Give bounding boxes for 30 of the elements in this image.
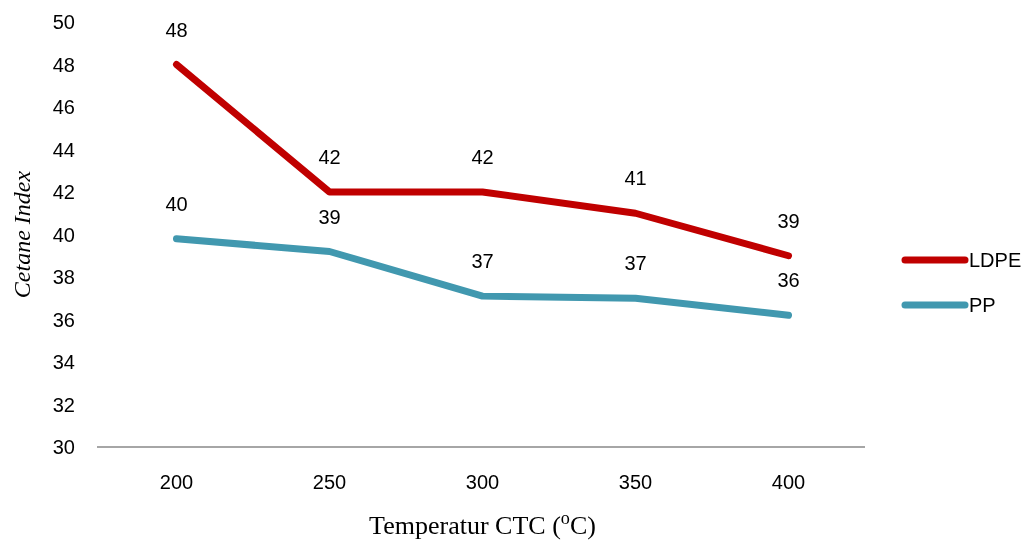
- y-axis-title: Cetane Index: [9, 170, 35, 299]
- data-label: 37: [624, 252, 647, 275]
- y-tick-label: 50: [52, 11, 75, 33]
- y-tick-label: 32: [52, 393, 75, 416]
- legend-label: PP: [969, 294, 996, 316]
- data-label: 42: [318, 146, 341, 168]
- data-label: 39: [318, 205, 341, 228]
- x-tick-label: 400: [771, 471, 806, 493]
- data-label: 40: [165, 192, 188, 215]
- data-label: 42: [471, 146, 494, 168]
- data-label: 37: [471, 250, 494, 273]
- data-label: 39: [777, 209, 800, 232]
- y-tick-label: 48: [52, 53, 75, 76]
- y-tick-label: 36: [52, 308, 75, 331]
- y-tick-label: 44: [52, 138, 75, 161]
- data-label: 36: [777, 269, 800, 292]
- x-tick-label: 200: [159, 471, 194, 493]
- y-tick-label: 42: [52, 181, 75, 203]
- data-label: 48: [165, 18, 188, 41]
- data-label: 41: [624, 167, 647, 190]
- legend-label: LDPE: [969, 249, 1022, 271]
- x-tick-label: 350: [618, 471, 653, 493]
- y-tick-label: 40: [52, 223, 75, 246]
- y-tick-label: 30: [52, 436, 75, 458]
- y-tick-label: 38: [52, 266, 75, 288]
- y-tick-label: 34: [52, 351, 75, 373]
- y-tick-label: 46: [52, 96, 75, 118]
- x-tick-label: 250: [312, 471, 347, 493]
- x-tick-label: 300: [465, 471, 500, 493]
- x-axis-title: Temperatur CTC ($^{o}$C): [369, 508, 596, 540]
